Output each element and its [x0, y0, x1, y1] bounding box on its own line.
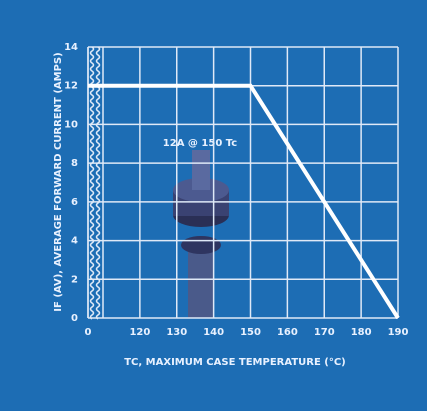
y-tick-label: 4 [71, 236, 78, 247]
x-axis-label: TC, MAXIMUM CASE TEMPERATURE (°C) [124, 357, 346, 368]
x-tick-label: 140 [203, 327, 224, 338]
y-tick-label: 10 [64, 119, 78, 130]
x-tick-label: 160 [277, 327, 298, 338]
x-tick-label: 180 [351, 327, 372, 338]
x-tick-label: 150 [240, 327, 261, 338]
x-tick-label: 190 [388, 327, 409, 338]
y-axis-label: IF (AV), AVERAGE FORWARD CURRENT (AMPS) [53, 52, 64, 311]
x-tick-label: 130 [166, 327, 187, 338]
y-tick-label: 8 [71, 158, 78, 169]
device-photo [173, 150, 229, 318]
y-tick-label: 2 [71, 274, 78, 285]
data-line [88, 83, 400, 320]
annotation: 12A @ 150 Tc [163, 138, 237, 149]
axis-break [89, 46, 95, 320]
x-tick-label: 0 [85, 327, 92, 338]
y-tick-label: 0 [71, 313, 78, 324]
x-tick-label: 170 [314, 327, 335, 338]
x-tick-label: 120 [129, 327, 150, 338]
y-tick-label: 6 [71, 197, 78, 208]
y-tick-label: 12 [64, 81, 78, 92]
axis-break [95, 46, 101, 320]
y-tick-label: 14 [64, 42, 78, 53]
